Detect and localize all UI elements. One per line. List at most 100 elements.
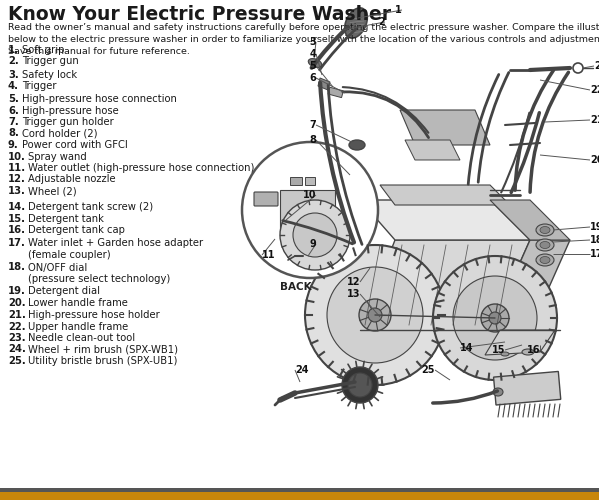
Text: 14: 14 — [460, 343, 473, 353]
Bar — [0, 488, 599, 492]
Circle shape — [368, 308, 382, 322]
Polygon shape — [490, 240, 570, 330]
Ellipse shape — [540, 256, 550, 264]
Bar — [0, 492, 599, 500]
Text: 20.: 20. — [8, 298, 26, 308]
Text: 22.: 22. — [8, 322, 26, 332]
Text: Cord holder (2): Cord holder (2) — [22, 128, 98, 138]
Text: 3.: 3. — [8, 70, 19, 80]
Text: (pressure select technology): (pressure select technology) — [28, 274, 170, 284]
Text: 18: 18 — [590, 235, 599, 245]
Bar — [305, 177, 315, 185]
Text: 1: 1 — [395, 5, 402, 15]
Text: BACK: BACK — [280, 282, 311, 292]
Text: Soft grip: Soft grip — [22, 45, 64, 55]
Text: 6.: 6. — [8, 106, 19, 116]
Ellipse shape — [349, 140, 365, 150]
Text: 10: 10 — [302, 190, 316, 200]
Text: Water inlet + Garden hose adapter: Water inlet + Garden hose adapter — [28, 238, 203, 248]
Circle shape — [433, 256, 557, 380]
Text: 3: 3 — [309, 37, 316, 47]
Text: Trigger gun: Trigger gun — [22, 56, 78, 66]
Ellipse shape — [522, 349, 534, 355]
Text: Spray wand: Spray wand — [28, 152, 87, 162]
Ellipse shape — [493, 388, 503, 396]
Circle shape — [348, 373, 372, 397]
Text: 21.: 21. — [8, 310, 26, 320]
Text: 13.: 13. — [8, 186, 26, 196]
Circle shape — [327, 267, 423, 363]
Text: 12: 12 — [346, 277, 360, 287]
FancyBboxPatch shape — [254, 192, 278, 206]
Text: Needle clean-out tool: Needle clean-out tool — [28, 333, 135, 343]
Text: 7.: 7. — [8, 117, 19, 127]
Text: Lower handle frame: Lower handle frame — [28, 298, 128, 308]
Text: 19: 19 — [590, 222, 599, 232]
Text: 11: 11 — [262, 250, 276, 260]
Text: 24.: 24. — [8, 344, 26, 354]
Text: 16: 16 — [527, 345, 540, 355]
Circle shape — [481, 304, 509, 332]
Text: 20: 20 — [590, 155, 599, 165]
Text: 10.: 10. — [8, 152, 26, 162]
Text: Detergent dial: Detergent dial — [28, 286, 100, 296]
Text: High-pressure hose connection: High-pressure hose connection — [22, 94, 177, 104]
Text: 18.: 18. — [8, 262, 26, 272]
Text: 6: 6 — [309, 73, 316, 83]
Ellipse shape — [501, 352, 509, 356]
Text: Upper handle frame: Upper handle frame — [28, 322, 128, 332]
Text: 12.: 12. — [8, 174, 26, 184]
Text: Trigger gun holder: Trigger gun holder — [22, 117, 114, 127]
Text: Detergent tank: Detergent tank — [28, 214, 104, 224]
Text: 13: 13 — [346, 289, 360, 299]
Text: 2: 2 — [378, 17, 385, 27]
Text: Detergent tank cap: Detergent tank cap — [28, 225, 125, 235]
Text: ON/OFF dial: ON/OFF dial — [28, 262, 87, 272]
Text: High-pressure hose holder: High-pressure hose holder — [28, 310, 160, 320]
Text: 1.: 1. — [8, 45, 19, 55]
Text: 21: 21 — [590, 115, 599, 125]
Text: 14.: 14. — [8, 202, 26, 212]
Text: 25: 25 — [422, 365, 435, 375]
Text: Power cord with GFCI: Power cord with GFCI — [22, 140, 128, 150]
Polygon shape — [485, 330, 555, 355]
Text: 5.: 5. — [8, 94, 19, 104]
Ellipse shape — [540, 242, 550, 248]
Text: 9: 9 — [309, 239, 316, 249]
Bar — [328, 87, 343, 98]
Ellipse shape — [536, 239, 554, 251]
Bar — [350, 210, 361, 216]
Ellipse shape — [536, 254, 554, 266]
Text: Read the owner’s manual and safety instructions carefully before operating the e: Read the owner’s manual and safety instr… — [8, 23, 599, 56]
Circle shape — [573, 63, 583, 73]
Text: 15.: 15. — [8, 214, 26, 224]
Text: 4: 4 — [309, 49, 316, 59]
Text: 11.: 11. — [8, 163, 26, 173]
Wedge shape — [269, 219, 276, 225]
Text: 8: 8 — [309, 135, 316, 145]
Polygon shape — [380, 185, 510, 205]
Circle shape — [242, 142, 378, 278]
Bar — [494, 372, 561, 405]
Text: Wheel (2): Wheel (2) — [28, 186, 77, 196]
Text: Know Your Electric Pressure Washer: Know Your Electric Pressure Washer — [8, 5, 391, 24]
Circle shape — [293, 213, 337, 257]
Text: 23.: 23. — [8, 333, 26, 343]
Polygon shape — [405, 140, 460, 160]
Text: 23: 23 — [594, 61, 599, 71]
Text: 24: 24 — [295, 365, 308, 375]
Text: Wheel + rim brush (SPX-WB1): Wheel + rim brush (SPX-WB1) — [28, 344, 178, 354]
Text: 15: 15 — [492, 345, 505, 355]
Text: 9.: 9. — [8, 140, 19, 150]
Text: (female coupler): (female coupler) — [28, 250, 111, 260]
Text: Water outlet (high-pressure hose connection): Water outlet (high-pressure hose connect… — [28, 163, 255, 173]
Ellipse shape — [540, 226, 550, 234]
Text: 17.: 17. — [8, 238, 26, 248]
Text: 25.: 25. — [8, 356, 26, 366]
Polygon shape — [318, 78, 330, 90]
Text: 19.: 19. — [8, 286, 26, 296]
Polygon shape — [400, 110, 490, 145]
Text: Safety lock: Safety lock — [22, 70, 77, 80]
Circle shape — [280, 200, 350, 270]
Text: 22: 22 — [590, 85, 599, 95]
